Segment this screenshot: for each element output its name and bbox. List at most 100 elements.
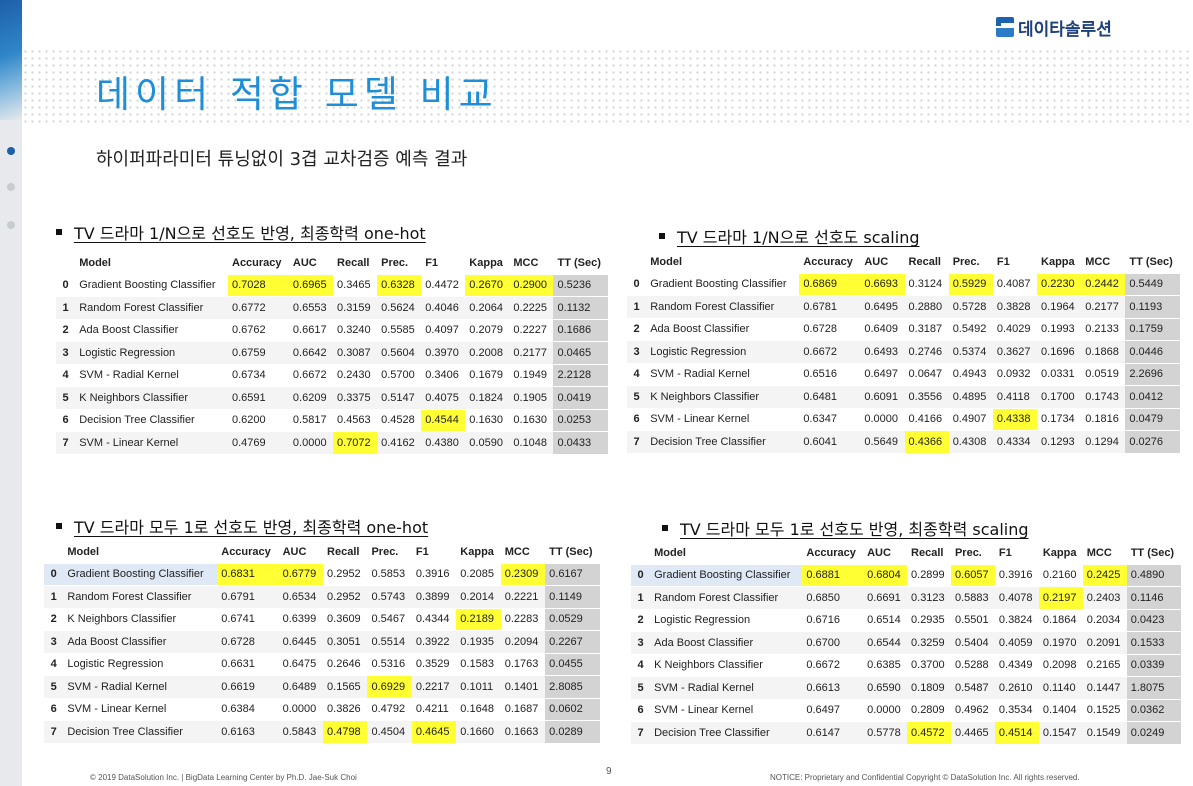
metric-cell: 0.2221 xyxy=(500,585,546,608)
column-header: Prec. xyxy=(954,546,982,559)
model-name-cell: SVM - Radial Kernel xyxy=(75,363,228,387)
metric-cell: 0.3556 xyxy=(904,385,949,408)
metric-cell: 0.0289 xyxy=(545,720,600,743)
metric-cell: 0.1630 xyxy=(465,408,510,432)
metric-cell: 0.5778 xyxy=(863,721,908,744)
brand-name: 데이타솔루션 xyxy=(1018,19,1112,40)
metric-cell: 0.6590 xyxy=(863,676,908,699)
nav-dot-3[interactable] xyxy=(7,221,15,229)
column-header: Accuracy xyxy=(806,546,856,559)
table-row: 3 Ada Boost Classifier 0.6700 0.6544 0.3259 0… xyxy=(631,631,1181,654)
metric-cell: 0.4366 xyxy=(904,430,949,453)
page-number: 9 xyxy=(606,766,612,777)
metric-cell: 0.3824 xyxy=(994,608,1039,632)
metric-cell: 0.6514 xyxy=(863,608,908,632)
metric-cell: 0.6869 xyxy=(799,272,861,296)
model-name-cell: Gradient Boosting Classifier xyxy=(646,272,800,296)
metric-cell: 0.6781 xyxy=(799,295,861,318)
metric-cell: 0.3529 xyxy=(411,652,457,676)
metric-cell: 0.2085 xyxy=(456,562,501,586)
metric-cell: 0.6672 xyxy=(799,340,861,363)
metric-cell: 0.5728 xyxy=(948,295,993,318)
row-index: 7 xyxy=(627,430,647,453)
metric-cell: 0.1700 xyxy=(1037,385,1082,408)
metric-cell: 0.2610 xyxy=(994,676,1039,699)
column-header: AUC xyxy=(292,256,317,269)
model-name-cell: Decision Tree Classifier xyxy=(75,408,228,432)
table-row: 0 Gradient Boosting Classifier 0.6869 0.669… xyxy=(627,272,1180,296)
section-title-4: TV 드라마 모두 1로 선호도 반영, 최종학력 scaling xyxy=(662,516,1029,540)
metric-cell: 0.2670 xyxy=(465,273,510,297)
metric-cell: 0.1868 xyxy=(1081,340,1126,363)
metric-cell: 0.0331 xyxy=(1037,362,1082,386)
metric-cell: 0.3124 xyxy=(904,272,949,296)
metric-cell: 0.6534 xyxy=(278,585,324,608)
metric-cell: 0.2880 xyxy=(904,295,949,318)
metric-cell: 0.1663 xyxy=(500,720,546,743)
model-name-cell: Logistic Regression xyxy=(650,608,803,632)
column-header: MCC xyxy=(1086,546,1112,559)
footer-notice: NOTICE: Proprietary and Confidential Cop… xyxy=(770,773,1080,782)
column-header: Kappa xyxy=(1042,546,1077,559)
metric-cell: 0.0519 xyxy=(1081,362,1126,386)
metric-cell: 0.5147 xyxy=(377,386,422,409)
table-row: 6 Decision Tree Classifier 0.6200 0.5817 0.4… xyxy=(56,408,608,432)
row-index: 1 xyxy=(631,586,651,609)
row-index: 5 xyxy=(44,675,64,698)
metric-cell: 0.2900 xyxy=(509,273,554,297)
metric-cell: 0.6409 xyxy=(860,317,905,341)
column-header: F1 xyxy=(998,546,1012,559)
metric-cell: 0.4166 xyxy=(904,407,949,431)
metric-cell: 0.2034 xyxy=(1082,608,1127,632)
metric-cell: 0.3123 xyxy=(907,586,951,609)
table-row: 4 SVM - Radial Kernel 0.6734 0.6672 0.2430 0.… xyxy=(56,363,608,387)
metric-cell: 0.4338 xyxy=(992,407,1038,431)
metric-cell: 2.2696 xyxy=(1125,362,1180,386)
metric-cell: 0.4792 xyxy=(367,697,412,721)
nav-dot-2[interactable] xyxy=(7,183,15,191)
table-row: 1 Random Forest Classifier 0.6781 0.6495 0.2… xyxy=(627,295,1180,318)
metric-cell: 0.5649 xyxy=(860,430,905,453)
column-header: AUC xyxy=(867,546,891,559)
metric-cell: 0.3159 xyxy=(333,296,378,319)
results-table-1: Model Accuracy AUC Recall Prec. F1 Kappa MCC TT … xyxy=(56,252,608,454)
row-index: 2 xyxy=(631,608,651,632)
table-row: 3 Ada Boost Classifier 0.6728 0.6445 0.3051 0… xyxy=(44,630,600,653)
metric-cell: 0.6544 xyxy=(863,631,908,654)
metric-cell: 0.3087 xyxy=(333,341,378,364)
metric-cell: 0.6163 xyxy=(217,720,279,743)
metric-cell: 0.3700 xyxy=(907,653,951,677)
nav-dot-1[interactable] xyxy=(7,147,15,155)
metric-cell: 0.5288 xyxy=(950,653,995,677)
metric-cell: 0.2091 xyxy=(1082,631,1127,654)
row-index: 4 xyxy=(44,652,64,676)
table-row: 7 Decision Tree Classifier 0.6041 0.5649 0.4… xyxy=(627,430,1180,453)
section-title-3: TV 드라마 모두 1로 선호도 반영, 최종학력 one-hot xyxy=(56,514,428,538)
metric-cell: 0.5585 xyxy=(377,318,422,342)
metric-cell: 0.2935 xyxy=(907,608,951,632)
section-title-text: TV 드라마 모두 1로 선호도 반영, 최종학력 scaling xyxy=(680,520,1029,539)
metric-cell: 0.2425 xyxy=(1082,563,1127,587)
metric-cell: 0.5492 xyxy=(948,317,993,341)
metric-cell: 0.5514 xyxy=(367,630,412,653)
metric-cell: 0.5883 xyxy=(950,586,995,609)
metric-cell: 0.3826 xyxy=(323,697,368,721)
table-row: 7 Decision Tree Classifier 0.6147 0.5778 0.4… xyxy=(631,721,1181,744)
metric-cell: 0.7028 xyxy=(228,273,289,297)
metric-cell: 0.4907 xyxy=(948,407,993,431)
table-row: 2 Logistic Regression 0.6716 0.6514 0.2935 0.… xyxy=(631,608,1181,632)
metric-cell: 0.6734 xyxy=(228,363,289,387)
metric-cell: 0.2064 xyxy=(465,296,510,319)
metric-cell: 0.2403 xyxy=(1082,586,1127,609)
metric-cell: 0.0000 xyxy=(863,698,908,722)
metric-cell: 0.4344 xyxy=(411,607,457,631)
metric-cell: 0.1809 xyxy=(907,676,951,699)
row-index: 2 xyxy=(56,318,76,342)
metric-cell: 0.6762 xyxy=(228,318,289,342)
row-index: 1 xyxy=(56,296,76,319)
metric-cell: 0.6779 xyxy=(278,562,324,586)
metric-cell: 1.8075 xyxy=(1126,676,1181,699)
column-header: MCC xyxy=(513,256,539,269)
table-row: 1 Random Forest Classifier 0.6791 0.6534 0.2… xyxy=(44,585,600,608)
metric-cell: 0.3259 xyxy=(907,631,951,654)
